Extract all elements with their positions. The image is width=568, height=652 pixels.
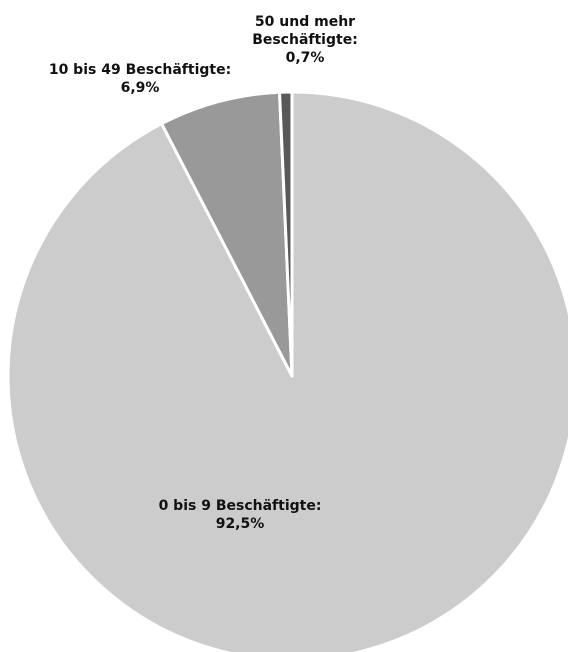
pie-slice-label-line: Beschäftigte:: [252, 32, 358, 48]
pie-slice-label-line: 0 bis 9 Beschäftigte:: [159, 498, 322, 514]
pie-slice-label-line: 0,7%: [286, 50, 325, 66]
pie-slice-3: [278, 90, 294, 378]
pie-slice-label-3: 50 und mehr Beschäftigte: 0,7%: [252, 14, 358, 66]
pie-slice-2: [160, 90, 294, 378]
pie-slice-label-line: 10 bis 49 Beschäftigte:: [49, 62, 231, 78]
pie-slices: [6, 90, 568, 652]
pie-slice-label-line: 92,5%: [216, 516, 265, 532]
pie-labels: 0 bis 9 Beschäftigte: 92,5% 10 bis 49 Besc…: [49, 14, 358, 532]
pie-slice-label-2: 10 bis 49 Beschäftigte: 6,9%: [49, 62, 231, 96]
pie-slice-label-line: 50 und mehr: [255, 14, 355, 30]
pie-slice-label-1: 0 bis 9 Beschäftigte: 92,5%: [159, 498, 322, 532]
pie-slice-label-line: 6,9%: [121, 80, 160, 96]
